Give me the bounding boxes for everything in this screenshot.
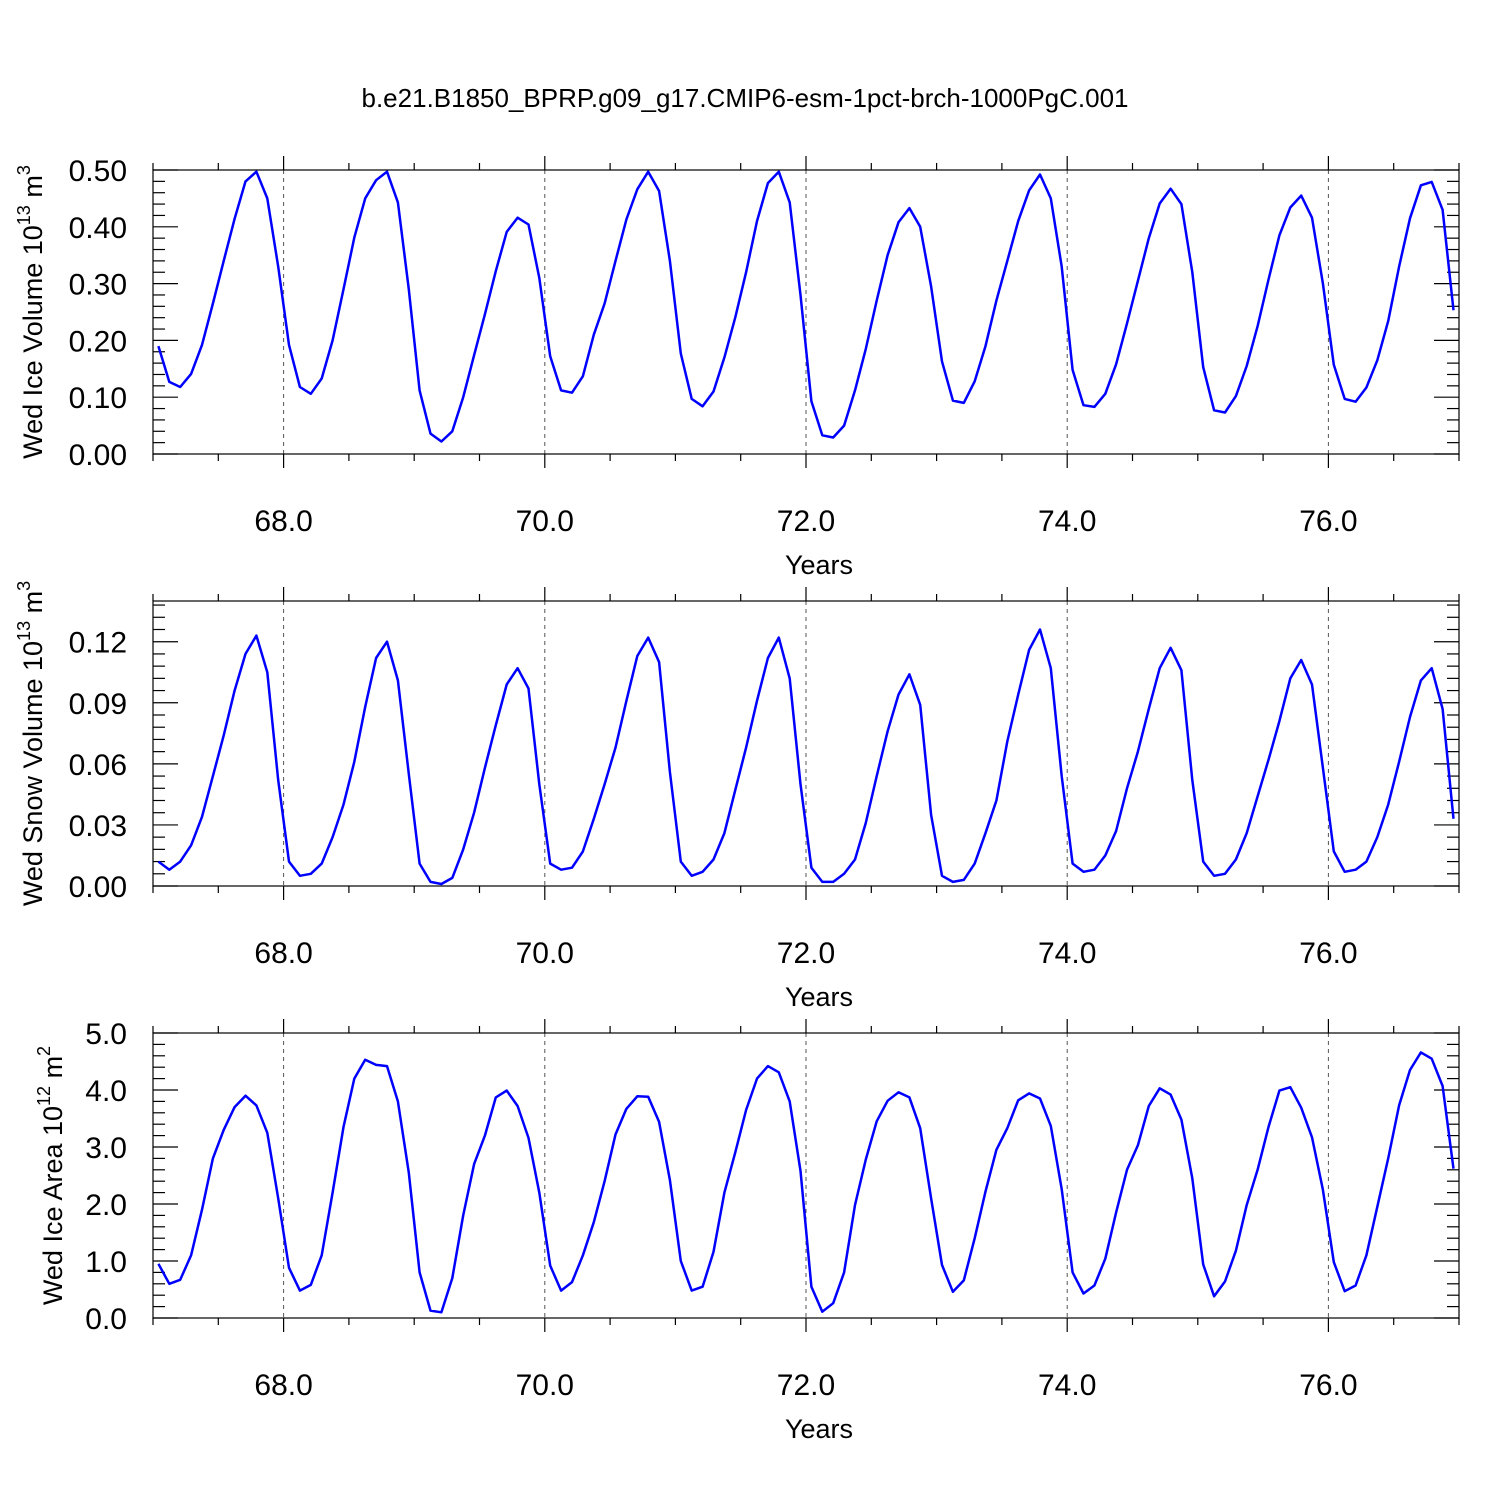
x-tick-label: 70.0 — [516, 1369, 574, 1402]
y-tick-label: 3.0 — [85, 1132, 127, 1165]
series-line — [157, 1051, 1455, 1314]
y-label-unit: m — [18, 175, 48, 205]
y-label-exponent: 13 — [14, 621, 34, 641]
x-tick-label: 76.0 — [1299, 1369, 1357, 1402]
y-tick-label: 2.0 — [85, 1189, 127, 1222]
x-axis-label: Years — [785, 1414, 853, 1444]
panel-1: 68.0 70.0 72.0 74.0 76.0 0.00 0.10 0.20 0.30 0.40… — [14, 155, 1460, 580]
y-axis-label: Wed Ice Volume 1013 m3 — [14, 165, 48, 459]
x-tick-label: 70.0 — [516, 505, 574, 538]
y-label-text: Wed Ice Area 10 — [38, 1106, 68, 1305]
y-tick-label: 0.20 — [69, 325, 127, 358]
x-tick-label: 70.0 — [516, 937, 574, 970]
y-axis-label: Wed Ice Area 1012 m2 — [34, 1046, 68, 1305]
x-tick-label: 72.0 — [777, 505, 835, 538]
x-tick-label: 68.0 — [254, 505, 312, 538]
y-label-unit-exponent: 3 — [14, 581, 34, 591]
series-line — [157, 170, 1455, 443]
series-line — [157, 628, 1455, 886]
y-axis-label: Wed Snow Volume 1013 m3 — [14, 581, 48, 906]
x-tick-label: 76.0 — [1299, 937, 1357, 970]
y-tick-label: 0.03 — [69, 810, 127, 843]
y-label-exponent: 13 — [14, 205, 34, 225]
y-tick-label: 4.0 — [85, 1075, 127, 1108]
y-tick-label: 0.00 — [69, 439, 127, 472]
x-tick-label: 72.0 — [777, 1369, 835, 1402]
x-tick-label: 74.0 — [1038, 1369, 1096, 1402]
x-tick-label: 74.0 — [1038, 937, 1096, 970]
y-label-exponent: 12 — [34, 1086, 54, 1106]
x-tick-label: 68.0 — [254, 1369, 312, 1402]
x-tick-label: 72.0 — [777, 937, 835, 970]
y-label-unit-exponent: 3 — [14, 165, 34, 175]
y-tick-label: 0.0 — [85, 1303, 127, 1336]
y-tick-label: 0.50 — [69, 155, 127, 188]
x-tick-label: 74.0 — [1038, 505, 1096, 538]
y-tick-label: 5.0 — [85, 1018, 127, 1051]
y-tick-label: 0.10 — [69, 382, 127, 415]
y-label-unit: m — [18, 591, 48, 621]
panel-2: 68.0 70.0 72.0 74.0 76.0 0.00 0.03 0.06 0.09 0.12… — [14, 581, 1460, 1012]
y-label-unit-exponent: 2 — [34, 1046, 54, 1056]
y-label-unit: m — [38, 1056, 68, 1086]
panel-3: 68.0 70.0 72.0 74.0 76.0 0.0 1.0 2.0 3.0 4.0 5.0 Ye… — [34, 1018, 1460, 1444]
y-tick-label: 0.00 — [69, 871, 127, 904]
x-tick-label: 68.0 — [254, 937, 312, 970]
y-tick-label: 1.0 — [85, 1246, 127, 1279]
y-label-text: Wed Ice Volume 10 — [18, 225, 48, 459]
figure-title: b.e21.B1850_BPRP.g09_g17.CMIP6-esm-1pct-… — [362, 83, 1129, 113]
x-tick-label: 76.0 — [1299, 505, 1357, 538]
y-label-text: Wed Snow Volume 10 — [18, 641, 48, 906]
y-tick-label: 0.06 — [69, 749, 127, 782]
y-tick-label: 0.12 — [69, 627, 127, 660]
y-tick-label: 0.30 — [69, 269, 127, 302]
x-axis-label: Years — [785, 982, 853, 1012]
y-tick-label: 0.09 — [69, 688, 127, 721]
y-tick-label: 0.40 — [69, 212, 127, 245]
x-axis-label: Years — [785, 550, 853, 580]
